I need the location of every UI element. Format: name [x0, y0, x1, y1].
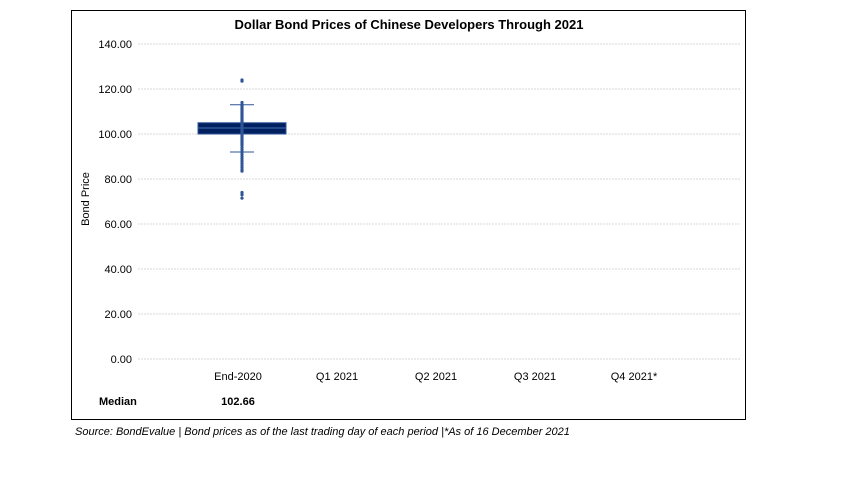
chart-frame: Dollar Bond Prices of Chinese Developers… — [71, 10, 746, 420]
source-note: Source: BondEvalue | Bond prices as of t… — [75, 426, 570, 438]
data-point — [240, 169, 244, 173]
data-point — [240, 196, 244, 200]
y-axis-label: Bond Price — [80, 172, 92, 226]
data-point — [240, 148, 244, 152]
median-row-values: 102.66 — [221, 396, 255, 408]
data-point — [240, 100, 244, 105]
outlier-points — [240, 78, 244, 200]
data-point — [240, 152, 244, 156]
y-tick-label: 0.00 — [111, 354, 132, 366]
y-tick-label: 20.00 — [104, 309, 132, 321]
data-point — [240, 166, 244, 170]
x-tick-label: Q3 2021 — [514, 371, 556, 383]
x-tick-label: Q2 2021 — [415, 371, 457, 383]
data-point — [240, 143, 244, 147]
y-tick-label: 120.00 — [98, 84, 132, 96]
y-tick-label: 80.00 — [104, 174, 132, 186]
y-tick-label: 140.00 — [98, 39, 132, 51]
data-point — [240, 190, 244, 195]
chart-title: Dollar Bond Prices of Chinese Developers… — [235, 17, 584, 32]
data-point — [240, 161, 244, 165]
y-tick-label: 40.00 — [104, 264, 132, 276]
median-value: 102.66 — [221, 396, 255, 408]
data-point — [240, 154, 244, 159]
y-axis-ticks: 0.00 20.00 40.00 60.00 80.00 100.00 120.00 140.… — [98, 39, 132, 366]
y-tick-label: 100.00 — [98, 129, 132, 141]
data-point — [240, 157, 244, 161]
x-tick-label: Q1 2021 — [316, 371, 358, 383]
x-tick-label: End-2020 — [214, 371, 262, 383]
data-point — [240, 163, 244, 168]
data-point — [240, 150, 244, 154]
data-point — [240, 159, 244, 163]
data-point — [240, 193, 244, 197]
x-tick-label: Q4 2021* — [611, 371, 658, 383]
box-plot-chart: Dollar Bond Prices of Chinese Developers… — [80, 17, 740, 408]
data-point — [240, 79, 244, 83]
gridlines — [138, 43, 740, 360]
median-row-label: Median — [99, 396, 137, 408]
data-point — [240, 145, 244, 150]
x-axis-ticks: End-2020 Q1 2021 Q2 2021 Q3 2021 Q4 2021* — [214, 371, 658, 383]
y-tick-label: 60.00 — [104, 219, 132, 231]
